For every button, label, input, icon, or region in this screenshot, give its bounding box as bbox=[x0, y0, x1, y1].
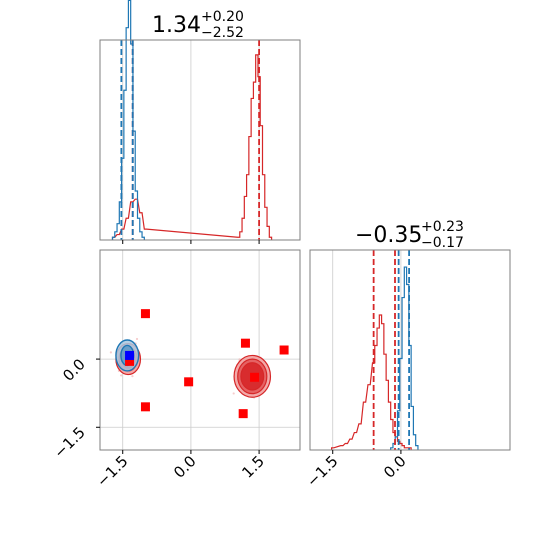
y-hist-panel-frame bbox=[309, 249, 511, 451]
x-tick-label: 1.5 bbox=[238, 452, 268, 482]
x-hist-red bbox=[111, 54, 273, 240]
marker-red bbox=[140, 402, 150, 412]
sample-point bbox=[120, 374, 123, 377]
sample-point bbox=[135, 337, 139, 341]
marker-red bbox=[238, 409, 248, 419]
title-x-median: 1.34 bbox=[152, 13, 201, 38]
marker-red bbox=[250, 372, 260, 382]
marker-red bbox=[140, 309, 150, 319]
y-hist-panel-bg bbox=[310, 250, 510, 450]
y-tick-label: −1.5 bbox=[50, 423, 88, 461]
sample-point bbox=[131, 375, 134, 378]
title-x-plus: +0.20 bbox=[201, 9, 244, 25]
y-tick-label: 0.0 bbox=[59, 355, 89, 385]
sample-point bbox=[109, 351, 112, 354]
titles: 1.34 +0.20 −2.52 −0.35 +0.23 −0.17 bbox=[152, 9, 464, 251]
title-x-minus: −2.52 bbox=[201, 25, 244, 41]
y-hist-red bbox=[330, 314, 412, 450]
x-tick-label: 0.0 bbox=[170, 452, 200, 482]
title-y-minus: −0.17 bbox=[421, 235, 464, 251]
marker-red bbox=[240, 338, 250, 348]
marker-blue bbox=[125, 350, 135, 360]
panels: −1.5 0.0 1.5−1.5−1.50.00.0 bbox=[50, 0, 511, 491]
title-y-median: −0.35 bbox=[355, 223, 422, 248]
x-hist-blue bbox=[111, 0, 145, 240]
sample-point bbox=[238, 358, 241, 361]
y-hist-tick-label: 0.0 bbox=[380, 452, 410, 482]
sample-point bbox=[232, 392, 235, 395]
x-tick-label: −1.5 bbox=[93, 452, 131, 490]
marker-red bbox=[125, 356, 135, 366]
x-hist-panel-frame bbox=[99, 39, 301, 241]
marker-red bbox=[279, 345, 289, 355]
joint-panel-frame bbox=[99, 249, 301, 451]
title-y-plus: +0.23 bbox=[421, 219, 464, 235]
marker-red bbox=[184, 377, 194, 387]
y-hist-tick-label: −1.5 bbox=[303, 452, 341, 490]
